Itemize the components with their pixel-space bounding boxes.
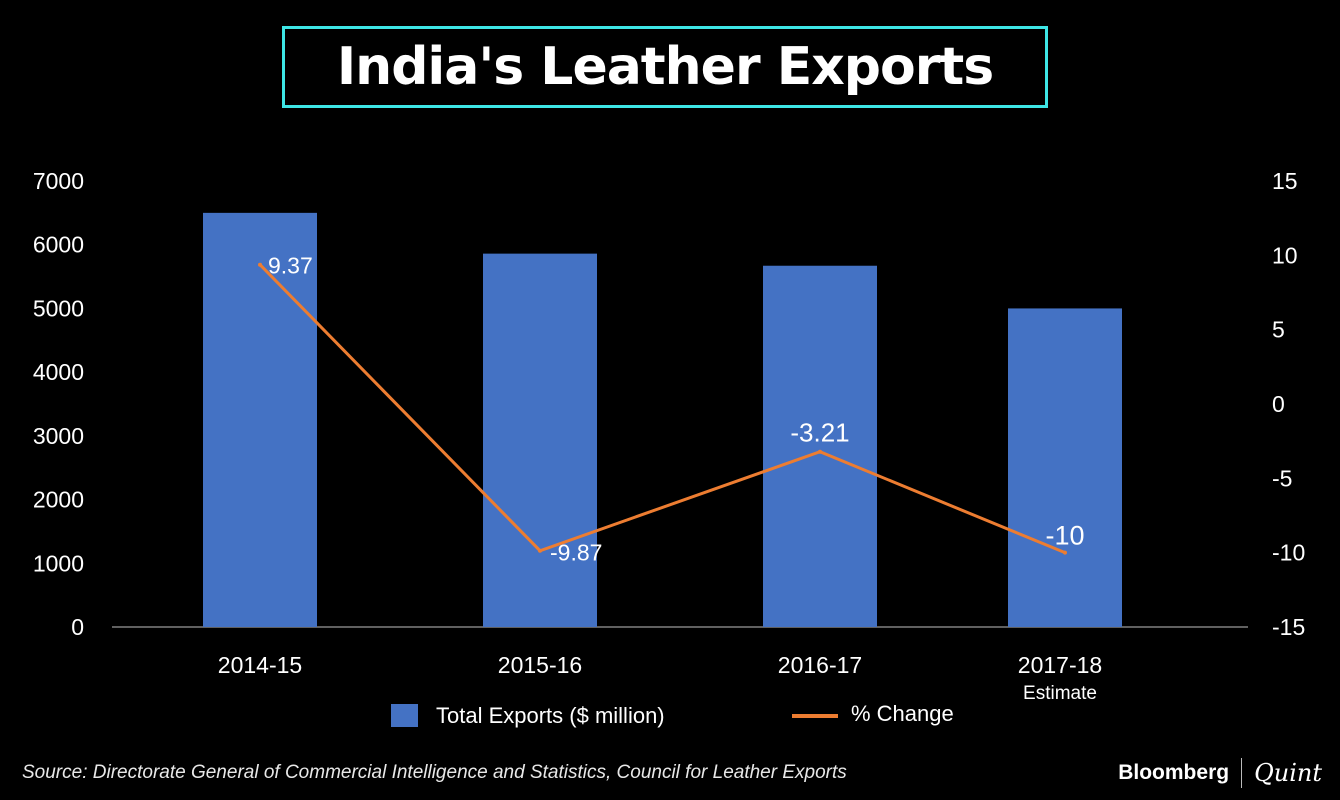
brand-secondary: Quint xyxy=(1254,759,1322,787)
brand-primary: Bloomberg xyxy=(1118,761,1230,784)
left-axis: 0 1000 2000 3000 4000 5000 6000 7000 xyxy=(33,168,84,640)
category-label-2014-15: 2014-15 xyxy=(218,652,302,678)
right-axis-tick--15: -15 xyxy=(1272,614,1305,640)
category-note-2017-18: Estimate xyxy=(1023,683,1097,704)
data-label-2016-17: -3.21 xyxy=(790,418,849,448)
right-axis-tick-15: 15 xyxy=(1272,168,1298,194)
line-point-2014-15 xyxy=(258,262,262,267)
bar-2014-15 xyxy=(203,212,317,627)
right-axis-tick--10: -10 xyxy=(1272,540,1305,566)
source-note: Source: Directorate General of Commercia… xyxy=(22,762,847,783)
category-label-2015-16: 2015-16 xyxy=(498,652,582,678)
bar-2017-18 xyxy=(1008,308,1122,627)
line-point-2016-17 xyxy=(818,449,822,454)
right-axis-tick-10: 10 xyxy=(1272,242,1298,268)
bar-2016-17 xyxy=(763,265,877,627)
brand-logo: Bloomberg Quint xyxy=(1118,758,1322,788)
chart: 0 1000 2000 3000 4000 5000 6000 7000 -15 -10 -5 0 5… xyxy=(33,168,1305,728)
line-point-2017-18 xyxy=(1063,550,1067,555)
right-axis-tick-0: 0 xyxy=(1272,391,1285,417)
legend: Total Exports ($ million) % Change xyxy=(391,701,954,728)
bar-series xyxy=(203,212,1122,628)
category-labels: 2014-15 2015-16 2016-17 2017-18 Estimate xyxy=(218,652,1102,704)
line-series: 9.37 -9.87 -3.21 -10 xyxy=(258,253,1085,566)
legend-label-percent-change: % Change xyxy=(851,701,954,726)
data-label-2015-16: -9.87 xyxy=(550,540,602,566)
chart-title: India's Leather Exports xyxy=(336,37,994,97)
left-axis-tick-6000: 6000 xyxy=(33,232,84,258)
category-label-2017-18: 2017-18 xyxy=(1018,652,1102,678)
legend-label-total-exports: Total Exports ($ million) xyxy=(436,703,665,728)
left-axis-tick-3000: 3000 xyxy=(33,423,84,449)
right-axis: -15 -10 -5 0 5 10 15 xyxy=(1272,168,1305,640)
line-point-2015-16 xyxy=(538,548,542,553)
left-axis-tick-7000: 7000 xyxy=(33,168,84,194)
left-axis-tick-0: 0 xyxy=(71,614,84,640)
category-label-2016-17: 2016-17 xyxy=(778,652,862,678)
brand-divider xyxy=(1241,758,1243,788)
left-axis-tick-1000: 1000 xyxy=(33,550,84,576)
left-axis-tick-5000: 5000 xyxy=(33,295,84,321)
data-label-2014-15: 9.37 xyxy=(268,253,313,279)
bar-2015-16 xyxy=(483,253,597,628)
percent-change-line xyxy=(258,263,1066,555)
right-axis-tick-5: 5 xyxy=(1272,317,1285,343)
data-label-2017-18: -10 xyxy=(1045,521,1084,551)
left-axis-tick-4000: 4000 xyxy=(33,359,84,385)
right-axis-tick--5: -5 xyxy=(1272,465,1292,491)
left-axis-tick-2000: 2000 xyxy=(33,487,84,513)
title-box: India's Leather Exports xyxy=(282,26,1048,108)
legend-swatch-total-exports xyxy=(391,704,418,727)
